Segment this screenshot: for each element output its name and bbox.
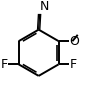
Text: O: O [69, 35, 79, 48]
Text: F: F [69, 58, 76, 71]
Text: F: F [1, 58, 8, 71]
Text: N: N [40, 0, 49, 13]
